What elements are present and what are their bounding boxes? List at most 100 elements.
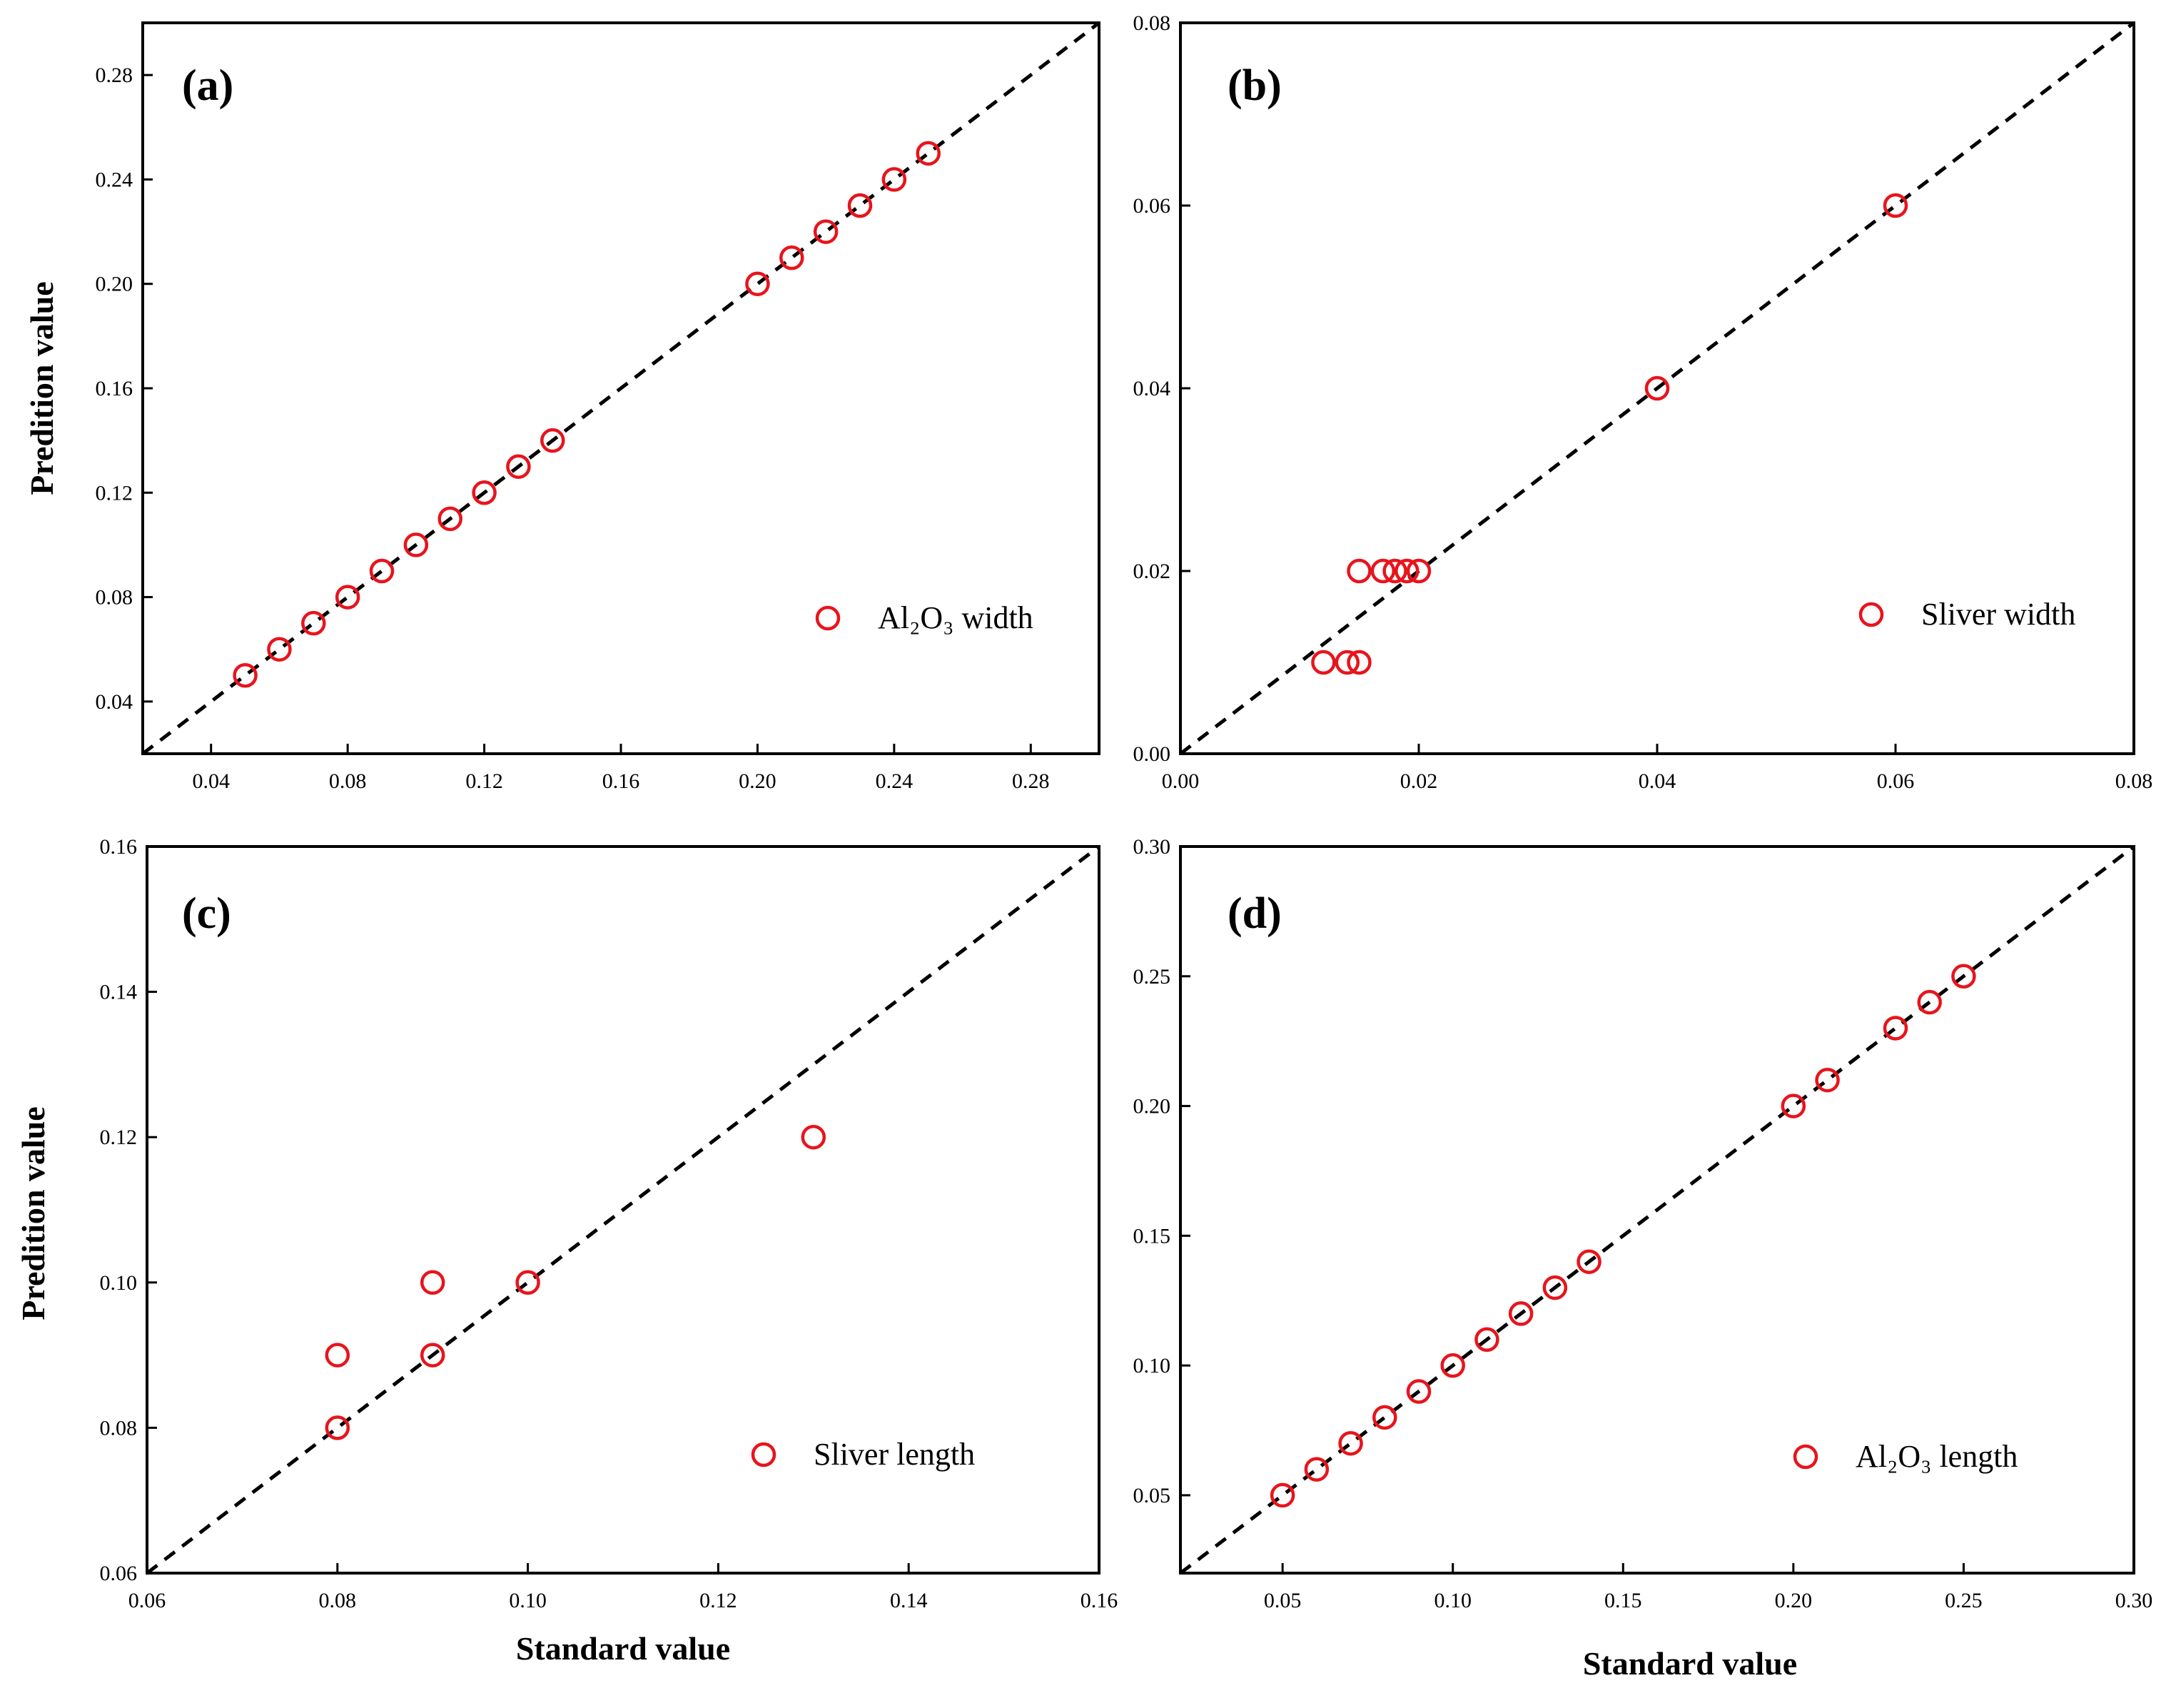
x-tick-label: 0.25 [1945,1589,1983,1612]
data-point [1338,1430,1363,1456]
x-tick-label: 0.20 [1775,1589,1813,1612]
x-tick-label: 0.12 [699,1589,737,1612]
data-point [267,637,292,662]
y-axis-title: Predition value [15,1106,51,1320]
data-point [847,193,873,218]
y-tick-label: 0.10 [1133,1354,1171,1378]
data-point [1347,650,1372,675]
y-axis-title: Predition value [24,281,60,495]
x-tick-label: 0.08 [319,1589,357,1612]
panel-d: 0.05 0.10 0.15 0.20 0.25 0.30 0.05 0.10 0.15 0.20… [1133,835,2153,1682]
y-tick-label: 0.16 [96,377,133,400]
panel-label: (d) [1228,889,1282,938]
plot-frame [146,845,1100,1575]
data-point [515,1270,540,1295]
data-point [325,1343,350,1368]
y-tick-label: 0.16 [100,835,138,859]
x-tick-label: 0.08 [2115,769,2153,793]
x-tick-label: 0.30 [2115,1589,2153,1612]
data-point [1440,1353,1465,1378]
legend-marker [751,1442,776,1467]
y-tick-label: 0.02 [1133,560,1171,583]
y-tick-label: 0.06 [1133,194,1171,218]
data-point [420,1270,445,1295]
x-tick-label: 0.16 [1081,1589,1118,1612]
plot-frame [141,21,1100,755]
x-tick-label: 0.14 [890,1589,928,1612]
panel-label: (c) [182,889,231,938]
x-tick-label: 0.12 [465,769,503,793]
data-point [1508,1301,1534,1326]
data-point [1917,989,1942,1015]
x-tick-label: 0.10 [1434,1589,1472,1612]
data-point [1951,964,1976,989]
x-tick-label: 0.06 [128,1589,166,1612]
data-point [540,428,565,453]
y-tick-label: 0.12 [100,1126,138,1149]
x-tick-label: 0.10 [509,1589,547,1612]
x-tick-label: 0.15 [1604,1589,1642,1612]
data-point [1542,1275,1568,1300]
data-point [1644,375,1670,401]
legend-label: Sliver width [1921,597,2075,632]
plot-frame [1179,21,2135,755]
data-point [881,167,907,192]
x-tick-label: 0.24 [876,769,914,793]
data-point [472,480,497,505]
legend-marker [815,605,841,631]
data-point [1406,558,1432,584]
data-point [916,141,941,166]
data-point [1347,558,1372,584]
reference-line-y-equals-x [143,23,1099,754]
x-tick-label: 0.16 [602,769,640,793]
y-tick-label: 0.14 [100,981,138,1004]
y-tick-label: 0.20 [96,273,133,296]
x-axis-title: Standard value [1583,1645,1797,1682]
x-tick-label: 0.05 [1264,1589,1302,1612]
reference-line-y-equals-x [1180,847,2134,1573]
data-point [745,271,770,296]
legend-marker [1858,602,1884,627]
data-point [1883,193,1908,218]
data-point [1270,1482,1295,1508]
data-point [506,454,531,479]
x-tick-label: 0.00 [1162,769,1200,793]
x-tick-label: 0.04 [1639,769,1676,793]
data-point [1335,650,1360,675]
panel-label: (a) [182,61,233,110]
y-tick-label: 0.08 [100,1416,138,1440]
x-tick-label: 0.04 [192,769,230,793]
y-tick-label: 0.24 [96,168,133,191]
y-tick-label: 0.15 [1133,1224,1171,1248]
panel-b: 0.00 0.02 0.04 0.06 0.08 0.00 0.02 0.04 0.06 0.08… [1133,11,2153,793]
data-point [1304,1457,1330,1482]
data-point [1577,1249,1601,1274]
plot-frame [1179,845,2135,1575]
data-point [335,585,360,610]
legend-label: Sliver length [814,1437,975,1472]
y-tick-label: 0.00 [1133,742,1171,766]
legend-label: Al₂O₃ length [1856,1439,2018,1474]
data-point [1372,1405,1397,1430]
legend-label: Al₂O₃ width [878,600,1033,635]
y-tick-label: 0.10 [100,1271,138,1295]
data-point [1883,1016,1908,1041]
x-tick-label: 0.02 [1400,769,1438,793]
data-point [403,532,429,557]
y-tick-label: 0.08 [1133,11,1171,35]
x-axis-title: Standard value [516,1630,730,1667]
y-tick-label: 0.05 [1133,1484,1171,1507]
y-tick-label: 0.04 [1133,377,1171,400]
data-point [1406,1379,1432,1404]
data-point [325,1415,350,1440]
panel-a: 0.04 0.08 0.12 0.16 0.20 0.24 0.28 0.04 0.08 0.12… [24,21,1100,793]
x-tick-label: 0.08 [329,769,367,793]
y-tick-label: 0.06 [100,1562,138,1585]
y-tick-label: 0.12 [96,481,133,505]
data-point [369,558,395,584]
data-point [1311,650,1336,675]
data-point [1370,558,1396,584]
data-point [801,1124,826,1150]
y-tick-label: 0.08 [96,586,133,610]
